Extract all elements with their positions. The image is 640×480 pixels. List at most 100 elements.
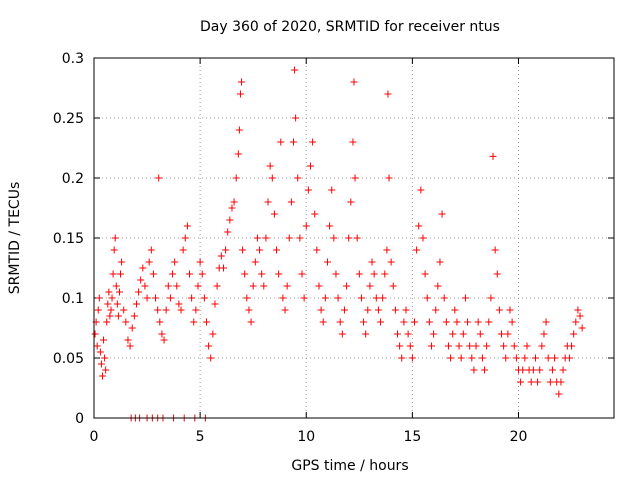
data-point <box>353 234 361 242</box>
data-point <box>374 306 382 314</box>
data-point <box>111 234 119 242</box>
data-point <box>117 270 125 278</box>
data-point <box>198 270 206 278</box>
data-point <box>557 378 565 386</box>
data-point <box>277 138 285 146</box>
data-point <box>243 294 251 302</box>
data-point <box>489 152 497 160</box>
data-point <box>283 282 291 290</box>
x-axis-label: GPS time / hours <box>291 458 408 474</box>
data-point <box>396 342 404 350</box>
data-point <box>546 378 554 386</box>
data-point <box>510 342 518 350</box>
data-point <box>483 342 491 350</box>
data-point <box>347 198 355 206</box>
data-point <box>500 342 508 350</box>
data-point <box>527 378 535 386</box>
data-point <box>200 294 208 302</box>
data-point <box>360 318 368 326</box>
data-point <box>536 366 544 374</box>
data-point <box>379 294 387 302</box>
data-point <box>474 318 482 326</box>
data-point <box>551 354 559 362</box>
data-point <box>387 258 395 266</box>
data-point <box>224 228 232 236</box>
data-point <box>120 306 128 314</box>
data-point <box>235 126 243 134</box>
y-tick-label: 0.2 <box>62 171 84 187</box>
data-point <box>275 270 283 278</box>
data-point <box>400 318 408 326</box>
x-tick-label: 15 <box>403 429 421 445</box>
data-point <box>355 270 363 278</box>
data-point <box>109 270 117 278</box>
data-point <box>192 306 200 314</box>
data-point <box>149 270 157 278</box>
data-point <box>487 294 495 302</box>
data-point <box>410 318 418 326</box>
data-point <box>436 258 444 266</box>
data-point <box>139 264 147 272</box>
data-point <box>472 342 480 350</box>
data-point <box>470 366 478 374</box>
data-point <box>464 318 472 326</box>
data-point <box>108 294 116 302</box>
data-point <box>521 354 529 362</box>
data-point <box>362 330 370 338</box>
data-point <box>544 354 552 362</box>
data-point <box>97 360 105 368</box>
data-point <box>476 330 484 338</box>
data-point <box>126 342 134 350</box>
data-point <box>385 174 393 182</box>
data-point <box>568 342 576 350</box>
data-point <box>453 318 461 326</box>
data-point <box>328 186 336 194</box>
data-point <box>100 336 108 344</box>
data-point <box>406 342 414 350</box>
data-point <box>548 366 556 374</box>
data-point <box>319 318 327 326</box>
data-point <box>457 354 465 362</box>
data-point <box>273 246 281 254</box>
data-point <box>106 312 114 320</box>
data-point <box>183 222 191 230</box>
data-point <box>162 306 170 314</box>
data-point <box>118 258 126 266</box>
data-point <box>211 300 219 308</box>
x-tick-label: 20 <box>510 429 528 445</box>
data-point <box>425 318 433 326</box>
data-point <box>444 342 452 350</box>
data-point <box>179 246 187 254</box>
data-point <box>124 336 132 344</box>
data-point <box>508 318 516 326</box>
data-point <box>270 210 278 218</box>
y-axis-label: SRMTID / TECUs <box>7 182 23 295</box>
data-point <box>368 258 376 266</box>
data-point <box>169 270 177 278</box>
data-point <box>519 366 527 374</box>
data-point <box>155 174 163 182</box>
data-point <box>389 282 397 290</box>
data-point <box>512 354 520 362</box>
data-point <box>438 210 446 218</box>
data-point <box>466 342 474 350</box>
data-point <box>491 246 499 254</box>
data-point <box>258 270 266 278</box>
data-point <box>493 270 501 278</box>
data-point <box>459 330 467 338</box>
y-tick-label: 0.25 <box>53 111 84 127</box>
data-point <box>158 330 166 338</box>
data-point <box>166 294 174 302</box>
data-point <box>175 300 183 308</box>
chart-title: Day 360 of 2020, SRMTID for receiver ntu… <box>200 19 500 35</box>
data-point <box>164 282 172 290</box>
data-point <box>574 306 582 314</box>
data-point <box>540 330 548 338</box>
data-point <box>115 288 123 296</box>
data-point <box>103 318 111 326</box>
y-tick-label: 0.3 <box>62 51 84 67</box>
data-point <box>241 270 249 278</box>
data-point <box>321 294 329 302</box>
data-point <box>330 234 338 242</box>
data-point <box>287 198 295 206</box>
